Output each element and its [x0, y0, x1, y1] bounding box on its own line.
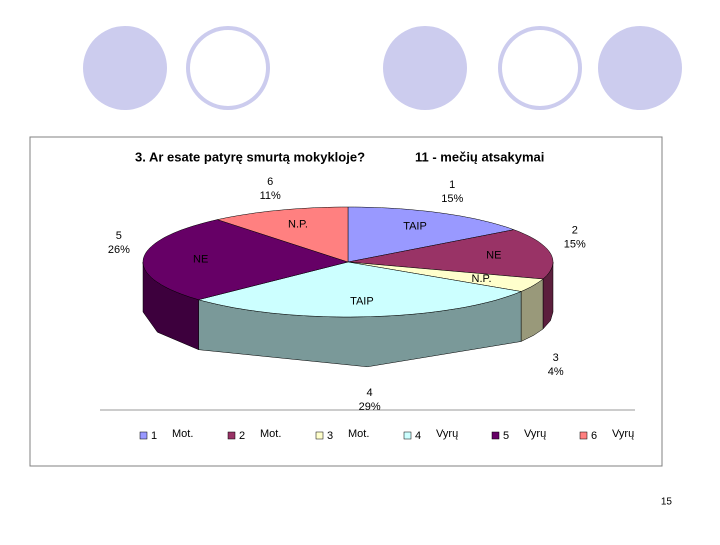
decor-circle: [190, 30, 266, 106]
legend-label: Mot.: [260, 428, 281, 440]
slice-label: NE: [486, 250, 501, 262]
chart-subtitle: 11 - mečių atsakymai: [415, 149, 544, 164]
chart-title: 3. Ar esate patyrę smurtą mokykloje?: [135, 149, 365, 164]
slice-label: N.P.: [472, 273, 492, 285]
data-label-category: 2: [572, 224, 578, 236]
pie-slice: [347, 261, 544, 292]
legend-label: Vyrų: [524, 428, 546, 440]
decor-circle: [598, 26, 682, 110]
data-label-value: 15%: [564, 238, 586, 250]
decor-circle: [502, 30, 578, 106]
data-label-category: 1: [449, 179, 455, 191]
legend-label: Vyrų: [436, 428, 458, 440]
pie-slice: [347, 206, 515, 263]
legend-swatch: [403, 431, 412, 440]
legend-category: 2: [239, 430, 245, 442]
legend-swatch: [139, 431, 148, 440]
legend-swatch: [491, 431, 500, 440]
legend-category: 5: [503, 430, 509, 442]
decor-circle: [83, 26, 167, 110]
legend-swatch: [315, 431, 324, 440]
data-label-value: 26%: [108, 244, 130, 256]
legend-category: 6: [591, 430, 597, 442]
data-label-value: 15%: [441, 193, 463, 205]
slice-label: TAIP: [403, 221, 427, 233]
pie-slice: [347, 229, 554, 280]
data-label-category: 4: [367, 387, 373, 399]
legend-category: 1: [151, 430, 157, 442]
legend-category: 4: [415, 430, 421, 442]
pie-slice: [197, 261, 523, 318]
pie-slice: [142, 219, 349, 300]
data-label-category: 6: [267, 176, 273, 188]
slice-label: TAIP: [350, 295, 374, 307]
decor-circle: [383, 26, 467, 110]
pie-slice: [216, 206, 349, 263]
slice-label: NE: [193, 253, 208, 265]
data-label-value: 4%: [548, 366, 564, 378]
legend-label: Mot.: [348, 428, 369, 440]
data-label-category: 5: [116, 230, 122, 242]
legend-swatch: [227, 431, 236, 440]
data-label-value: 29%: [359, 401, 381, 413]
data-label-category: 3: [553, 352, 559, 364]
page-number: 15: [661, 497, 673, 508]
legend-label: Mot.: [172, 428, 193, 440]
legend-swatch: [579, 431, 588, 440]
data-label-value: 11%: [260, 190, 281, 202]
slice-label: N.P.: [288, 219, 308, 231]
legend-category: 3: [327, 430, 333, 442]
legend-label: Vyrų: [612, 428, 634, 440]
